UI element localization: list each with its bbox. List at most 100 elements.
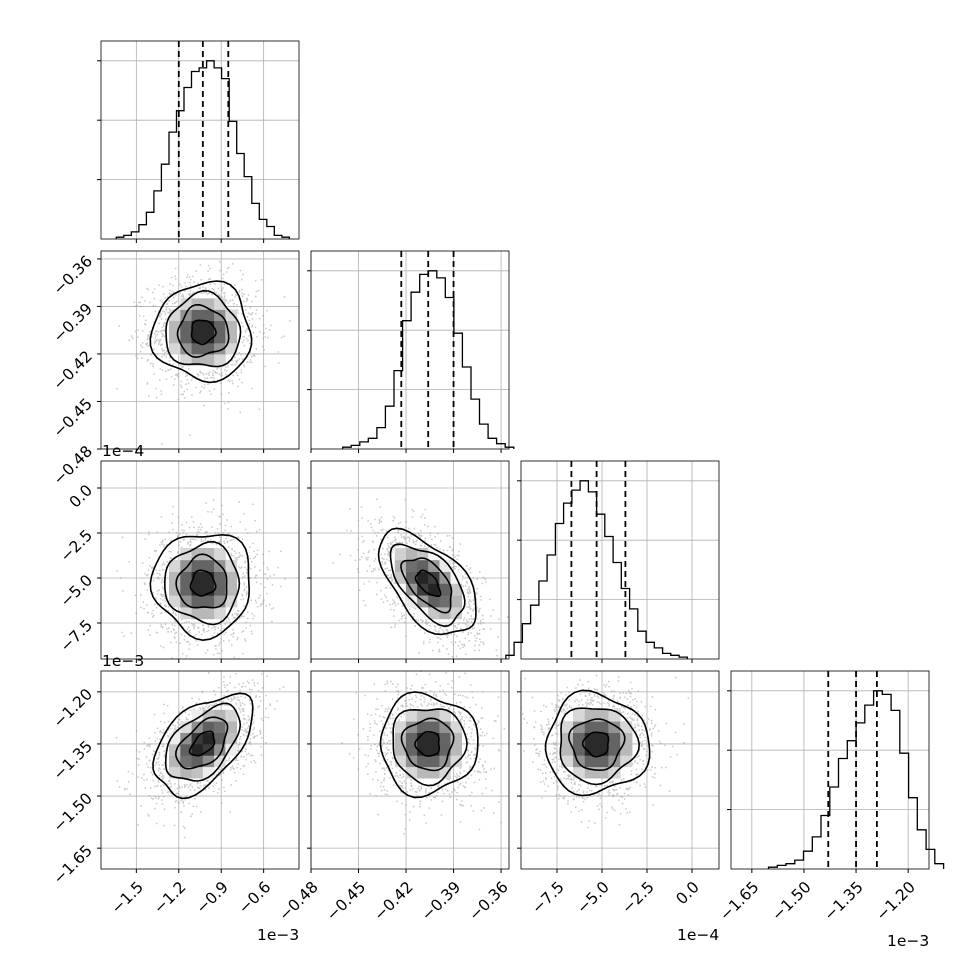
y-tick-label: −1.35: [50, 737, 96, 783]
density-cell: [584, 732, 597, 745]
y-tick-label: −5.0: [57, 571, 96, 610]
density-cell: [191, 571, 204, 584]
histogram-1-steps: [115, 60, 291, 239]
density-cell: [202, 331, 215, 344]
x-tick-label: −0.36: [466, 878, 512, 924]
density-cell: [214, 709, 226, 722]
density-cell: [225, 583, 238, 596]
density-cell: [180, 766, 192, 779]
y-tick-label: −0.42: [50, 347, 96, 393]
panel-background: [731, 671, 929, 869]
density-cell: [439, 732, 451, 745]
density-cell: [214, 595, 226, 608]
density-cell: [394, 743, 407, 756]
y-offset-label: 1e−3: [102, 652, 144, 670]
density-cell: [214, 721, 226, 733]
density-cell: [191, 331, 204, 344]
panel-background: [521, 461, 719, 659]
density-cell: [417, 548, 429, 561]
x-tick-label: −1.50: [768, 878, 814, 924]
density-cell: [202, 298, 215, 310]
density-cell: [191, 354, 204, 366]
density-cell: [608, 709, 621, 722]
density-cell: [169, 743, 181, 756]
density-cell: [202, 721, 215, 733]
y-tick-label: 0.0: [66, 481, 96, 511]
density-cell: [573, 766, 586, 779]
density-cell: [428, 766, 440, 779]
scatter-points: [115, 672, 285, 839]
panel-frame: [310, 670, 510, 870]
density-cell: [405, 571, 418, 584]
density-cell: [428, 721, 440, 733]
contour-level-1: [189, 569, 217, 597]
density-cell: [573, 755, 586, 768]
density-cell: [225, 709, 238, 722]
contour-level-4: [379, 691, 479, 799]
density-cell: [169, 559, 181, 572]
density-cell: [191, 583, 204, 596]
density-cell: [225, 721, 238, 733]
density-cell: [180, 595, 192, 608]
density-cell: [191, 755, 204, 768]
density-cell: [608, 743, 621, 756]
contour-level-1: [414, 731, 441, 757]
x-offset-label: 1e−3: [887, 932, 929, 950]
density-cell: [608, 721, 621, 733]
density-cell: [417, 571, 429, 584]
density-cell: [405, 595, 418, 608]
density-panel: [116, 499, 286, 659]
density-cell: [202, 583, 215, 596]
y-tick-label: −1.20: [50, 685, 96, 731]
contour-level-2: [567, 718, 626, 772]
y-tick-label: −0.48: [50, 442, 96, 488]
density-cell: [417, 709, 429, 722]
density-cell: [180, 559, 192, 572]
density-cell: [620, 721, 633, 733]
density-cell: [573, 732, 586, 745]
density-cell: [169, 755, 181, 768]
density-cell: [202, 342, 215, 355]
density-cell: [405, 709, 418, 722]
density-cell: [620, 732, 633, 745]
contour-level-4: [152, 692, 254, 800]
x-tick-label: −0.6: [235, 878, 274, 917]
density-cell: [439, 559, 451, 572]
density-cell: [561, 743, 574, 756]
density-cell: [202, 354, 215, 366]
density-cell: [180, 583, 192, 596]
contour-level-1: [414, 569, 442, 598]
density-cell: [596, 709, 609, 722]
density-cell: [439, 583, 451, 596]
density-cell: [225, 320, 238, 333]
density-cell: [394, 721, 407, 733]
density-cell: [180, 354, 192, 366]
contour-level-3: [165, 289, 242, 368]
density-cell: [225, 732, 238, 745]
density-cell: [417, 721, 429, 733]
density-cell: [214, 331, 226, 344]
scatter-points: [521, 671, 690, 829]
density-cell: [450, 583, 462, 596]
contour-level-1: [581, 731, 610, 758]
density-cell: [584, 755, 597, 768]
density-cell: [169, 595, 181, 608]
density-cell: [450, 743, 462, 756]
density-cell: [405, 732, 418, 745]
y-tick-label: −1.50: [50, 789, 96, 835]
density-cell: [428, 595, 440, 608]
density-cell: [596, 743, 609, 756]
density-cell: [202, 309, 215, 321]
contour-level-1: [190, 319, 217, 346]
density-cell: [573, 721, 586, 733]
density-cell: [202, 595, 215, 608]
density-panel: [115, 672, 285, 839]
x-tick-label: −0.48: [275, 878, 321, 924]
density-cell: [169, 320, 181, 333]
density-cell: [180, 571, 192, 584]
density-cell: [180, 342, 192, 355]
density-cell: [214, 607, 226, 620]
density-cell: [180, 721, 192, 733]
density-cell: [180, 331, 192, 344]
